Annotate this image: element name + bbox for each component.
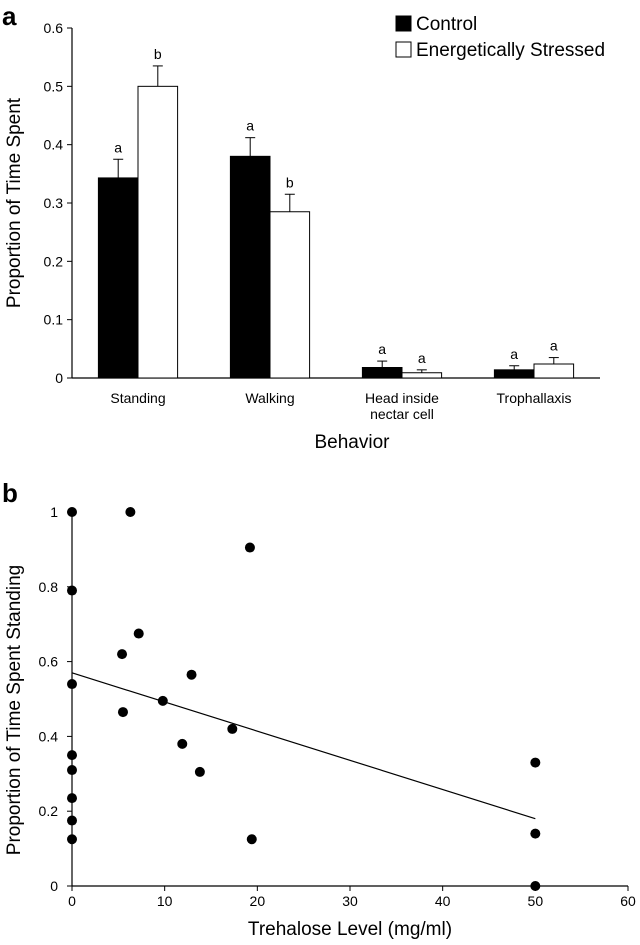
panel-a-label: a	[2, 1, 17, 31]
panel-a: a Behavior Proportion of Time Spent 0 0.1…	[2, 1, 605, 453]
panel-b-x-title: Trehalose Level (mg/ml)	[248, 919, 452, 940]
panel-b-x-tick-label: 60	[620, 893, 636, 909]
panel-b-y-tick-label: 0.4	[39, 728, 59, 744]
panel-a-y-tick-label: 0.3	[44, 195, 64, 211]
bar-control	[229, 155, 271, 379]
panel-b-y-tick-label: 0.8	[39, 579, 59, 595]
scatter-point	[117, 707, 128, 718]
panel-a-y-title: Proportion of Time Spent	[4, 97, 25, 308]
panel-b-label: b	[2, 478, 18, 508]
panel-a-y-tick-label: 0.1	[44, 312, 64, 328]
panel-a-x-tick-label: Head inside	[365, 390, 439, 406]
panel-b-y-tick-label: 0.2	[39, 803, 59, 819]
scatter-point	[67, 815, 77, 826]
bar-control	[493, 369, 535, 379]
legend-swatch-control	[395, 15, 412, 32]
scatter-point	[530, 757, 541, 768]
panel-a-y-tick-label: 0.6	[44, 20, 64, 36]
significance-letter: a	[550, 338, 558, 354]
significance-letter: b	[286, 174, 294, 190]
bar-stressed	[401, 372, 443, 379]
panel-b-y-tick-label: 0.6	[39, 654, 59, 670]
scatter-point	[67, 507, 77, 517]
bar-control	[361, 367, 403, 379]
scatter-point	[67, 750, 77, 761]
panel-a-y-ticks: 0 0.1 0.2 0.3 0.4 0.5 0.6	[44, 20, 72, 386]
significance-letter: b	[154, 46, 162, 62]
panel-b-y-tick-label: 1	[50, 504, 58, 520]
significance-letter: a	[418, 350, 426, 366]
panel-b-trendline-group	[71, 672, 536, 820]
panel-a-x-tick-label: Standing	[110, 390, 165, 406]
bar-stressed	[269, 211, 311, 379]
significance-letter: a	[510, 346, 518, 362]
panel-a-x-tick-label: Walking	[245, 390, 294, 406]
scatter-point	[186, 669, 197, 680]
panel-a-y-tick-label: 0.5	[44, 78, 64, 94]
panel-b-y-ticks: 0 0.2 0.4 0.6 0.8 1	[39, 504, 72, 894]
panel-b-y-tick-label: 0	[50, 878, 58, 894]
scatter-point	[246, 834, 257, 845]
legend-label-control: Control	[416, 14, 477, 35]
scatter-point	[530, 881, 541, 891]
panel-b-y-title: Proportion of Time Spent Standing	[4, 565, 25, 855]
panel-a-y-tick-label: 0.4	[44, 137, 64, 153]
panel-b-x-tick-label: 0	[68, 893, 76, 909]
panel-a-y-tick-label: 0	[55, 370, 63, 386]
panel-b-x-tick-label: 30	[342, 893, 358, 909]
panel-b: b Trehalose Level (mg/ml) Proportion of …	[2, 478, 636, 940]
significance-letter: a	[246, 118, 254, 134]
scatter-point	[194, 766, 205, 777]
scatter-point	[67, 793, 77, 804]
scatter-point	[117, 649, 128, 660]
legend: Control Energetically Stressed	[395, 14, 605, 61]
scatter-point	[227, 723, 238, 734]
panel-a-y-tick-label: 0.2	[44, 253, 64, 269]
significance-letter: a	[378, 341, 386, 357]
bar-stressed	[137, 85, 179, 379]
panel-b-x-tick-label: 50	[528, 893, 544, 909]
panel-a-x-tick-label: nectar cell	[370, 406, 434, 422]
legend-label-stressed: Energetically Stressed	[416, 40, 605, 61]
panel-b-points	[67, 507, 541, 891]
bar-stressed	[533, 363, 575, 379]
legend-swatch-stressed	[395, 41, 412, 58]
significance-letter: a	[114, 139, 122, 155]
scatter-point	[125, 507, 136, 517]
panel-a-bars: a b a b a a a a	[97, 46, 575, 379]
scatter-point	[67, 834, 77, 845]
panel-b-x-tick-label: 10	[157, 893, 173, 909]
scatter-point	[67, 585, 77, 596]
scatter-point	[530, 828, 541, 839]
scatter-point	[67, 679, 77, 690]
scatter-point	[157, 695, 168, 706]
panel-b-x-ticks: 0 10 20 30 40 50 60	[68, 886, 636, 909]
panel-a-x-tick-label: Trophallaxis	[497, 390, 572, 406]
bar-control	[97, 177, 139, 379]
panel-b-x-tick-label: 40	[435, 893, 451, 909]
trendline	[71, 672, 536, 820]
scatter-point	[67, 765, 77, 776]
panel-b-x-tick-label: 20	[250, 893, 266, 909]
panel-a-x-title: Behavior	[315, 432, 391, 453]
scatter-point	[244, 542, 255, 553]
scatter-point	[177, 738, 188, 749]
scatter-point	[133, 628, 144, 639]
